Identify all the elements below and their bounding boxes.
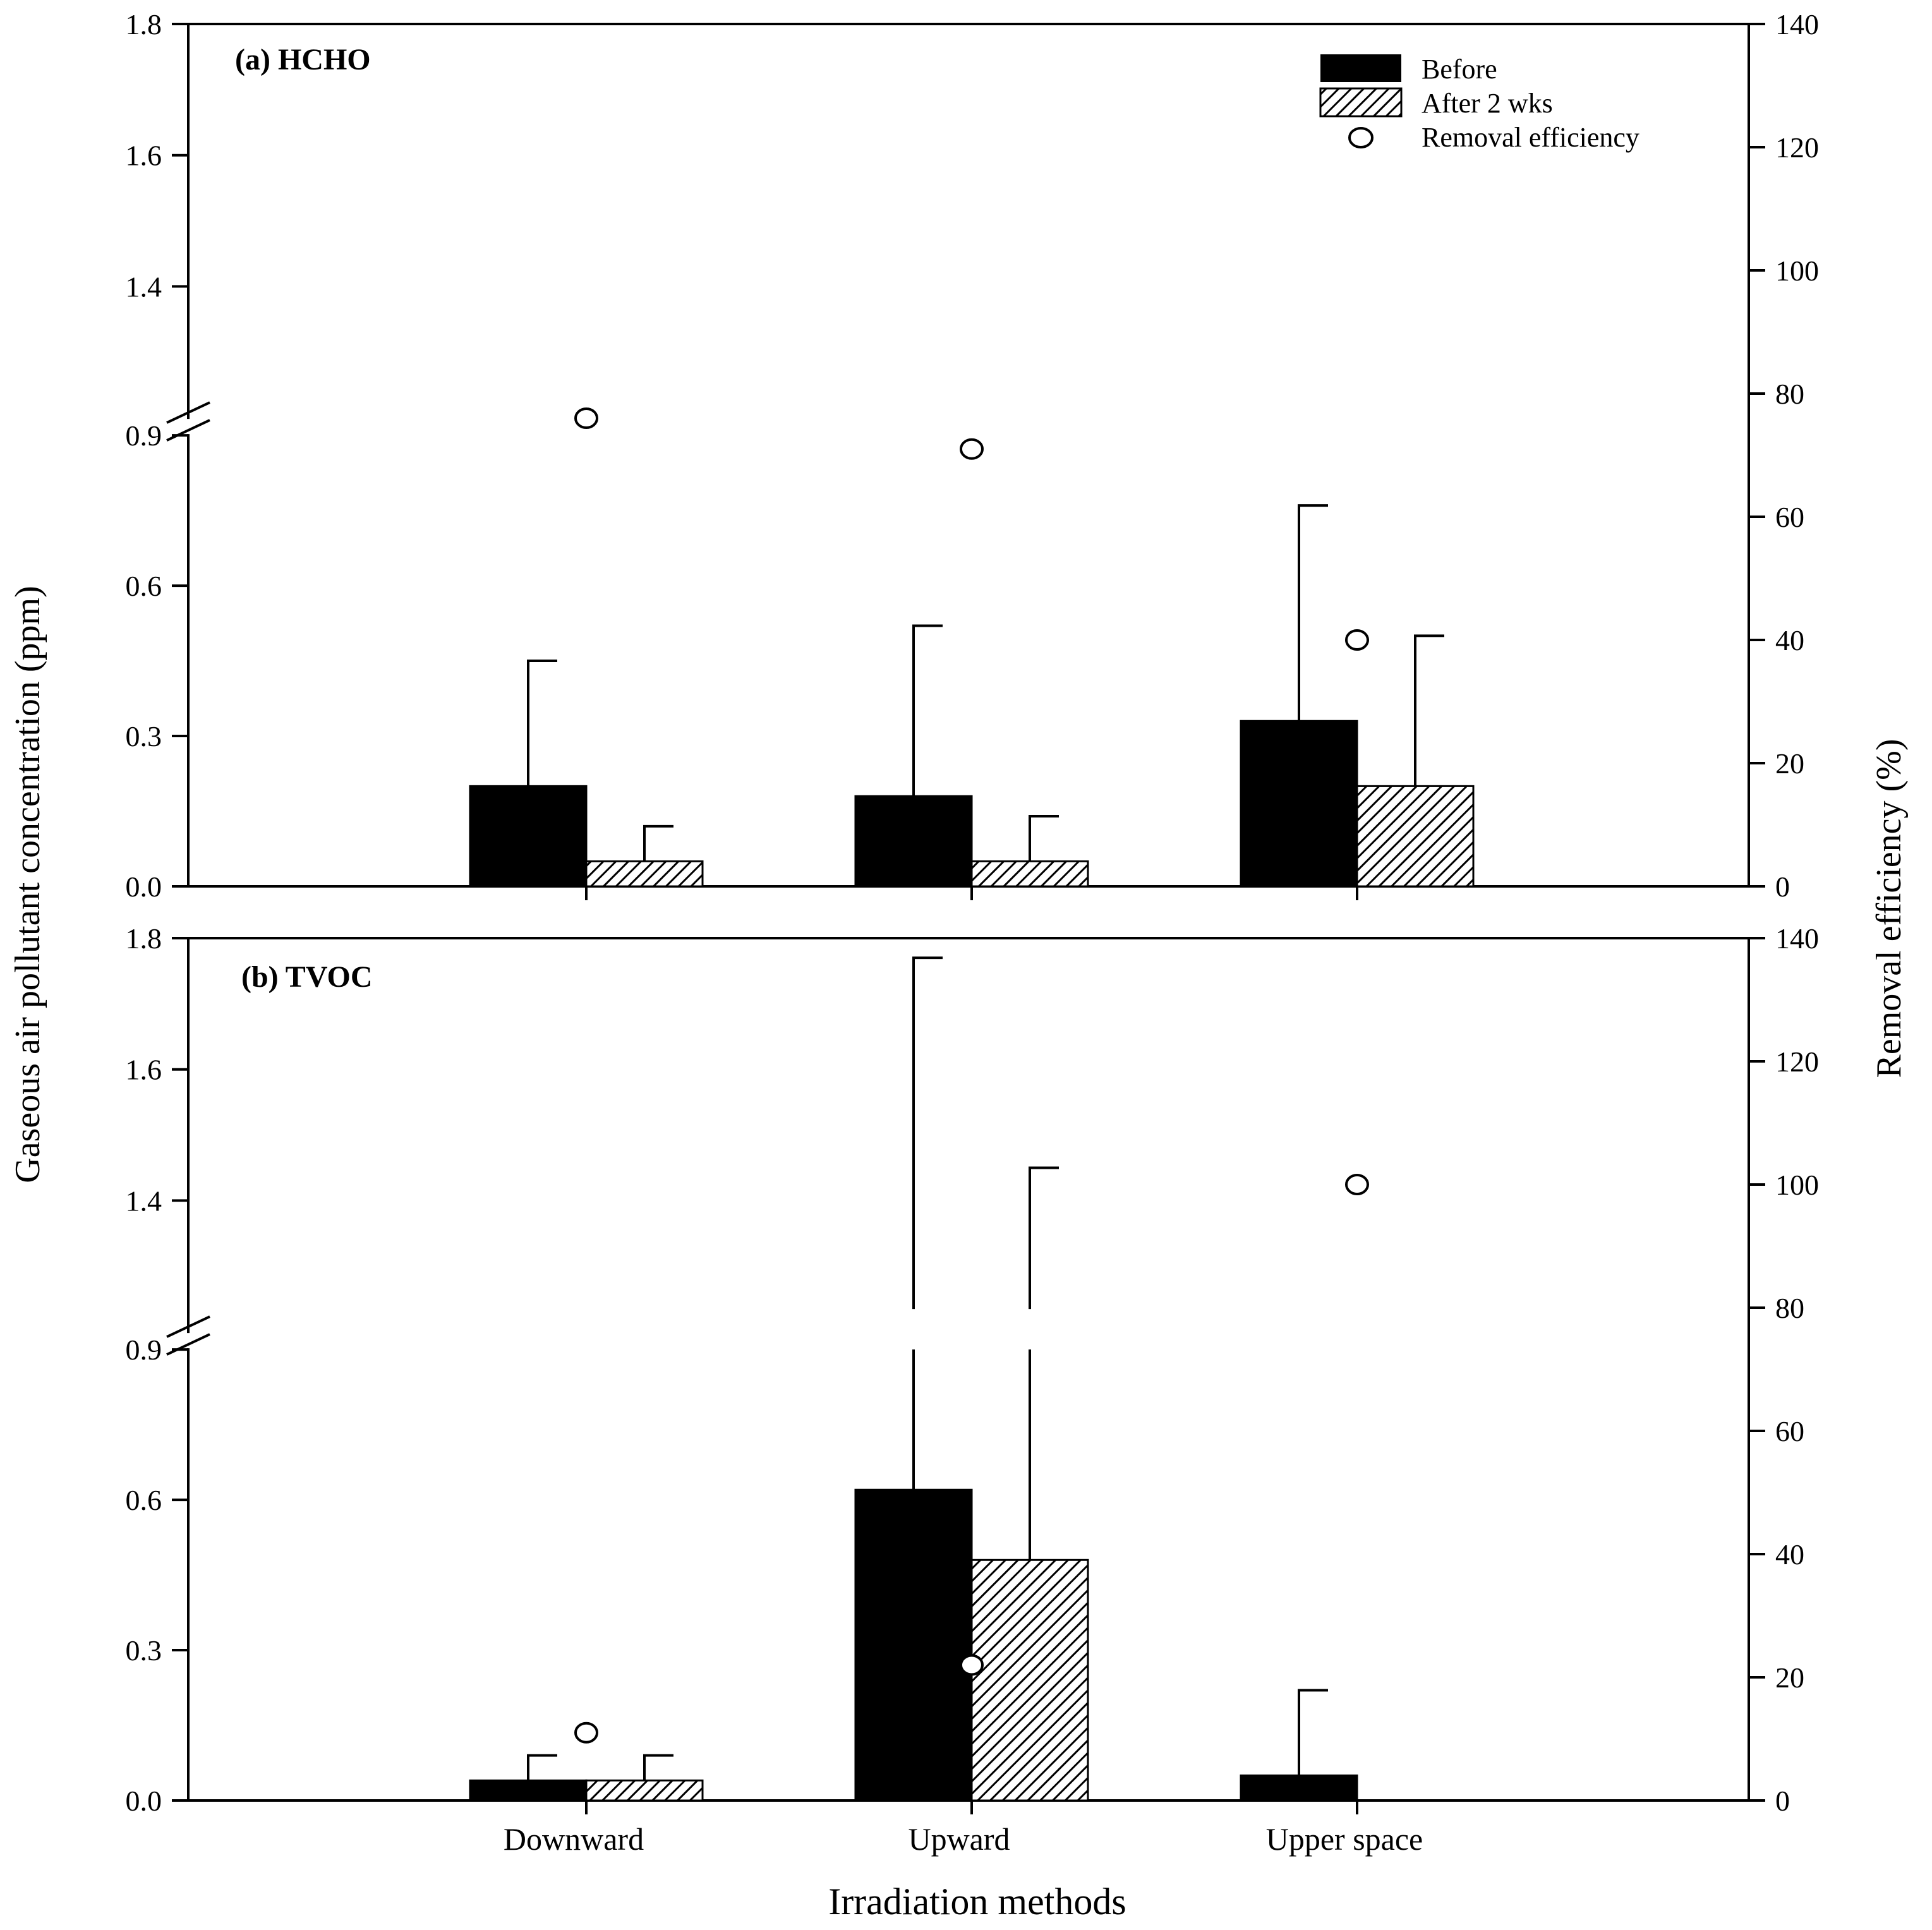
right-axis-title: Removal efficiency (%)	[1869, 739, 1909, 1078]
category-label: Downward	[504, 1821, 644, 1857]
right-tick-label: 140	[1775, 922, 1819, 955]
right-tick-label: 80	[1775, 378, 1804, 410]
right-axis-hcho: 0 20 40 60 80 100 120 140	[1749, 8, 1819, 903]
bar-before	[1240, 1774, 1358, 1802]
right-tick-label: 100	[1775, 255, 1819, 287]
left-tick-label: 0.9	[126, 419, 162, 452]
left-tick-label: 0.3	[126, 720, 162, 752]
left-tick-label: 0.6	[126, 570, 162, 602]
legend-label-before: Before	[1422, 54, 1497, 85]
bar-after	[1356, 785, 1475, 888]
legend-swatch-before	[1320, 54, 1401, 82]
right-tick-label: 120	[1775, 1046, 1819, 1078]
left-tick-label: 1.8	[126, 922, 162, 955]
left-tick-label: 1.6	[126, 140, 162, 172]
axis-break-mark	[166, 401, 210, 424]
bars-tvoc	[469, 956, 1358, 1814]
left-tick-label: 1.6	[126, 1054, 162, 1086]
removal-point	[1345, 629, 1369, 651]
right-tick-label: 140	[1775, 8, 1819, 40]
panel-tvoc: 0.0 0.3 0.6 0.9 1.4 1.6 1.8 0 20 40 60 80 100 120 140…	[126, 922, 1820, 1817]
bar-after	[585, 1779, 704, 1802]
panel-hcho: 0.0 0.3 0.6 0.9 1.4 1.6 1.8 0 20 40 60 80 100 120 140…	[126, 8, 1820, 903]
left-axis-title: Gaseous air pollutant concentration (ppm…	[8, 586, 47, 1183]
axis-break-mark	[166, 1315, 210, 1338]
bar-after	[970, 1559, 1089, 1802]
removal-points-tvoc	[574, 1174, 1369, 1744]
category-labels: Downward Upward Upper space	[504, 1821, 1423, 1857]
legend-swatch-after	[1319, 87, 1403, 118]
axis-break-mark	[166, 1333, 210, 1356]
legend-label-after: After 2 wks	[1422, 88, 1553, 119]
left-tick-label: 1.4	[126, 270, 162, 303]
bar-before	[854, 1488, 973, 1802]
axis-break-mark	[166, 419, 210, 442]
legend: Before After 2 wks Removal efficiency	[1319, 54, 1639, 153]
right-tick-label: 20	[1775, 1662, 1804, 1694]
panel-title-hcho: (a) HCHO	[235, 43, 371, 76]
left-tick-label: 0.6	[126, 1484, 162, 1516]
left-axis-tvoc: 0.0 0.3 0.6 0.9 1.4 1.6 1.8	[126, 922, 210, 1817]
right-tick-label: 80	[1775, 1292, 1804, 1324]
right-axis-tvoc: 0 20 40 60 80 100 120 140	[1749, 922, 1819, 1817]
left-tick-label: 0.0	[126, 871, 162, 903]
category-label: Upward	[908, 1821, 1010, 1857]
bar-before	[469, 785, 588, 888]
legend-label-removal: Removal efficiency	[1422, 122, 1639, 153]
x-axis-title: Irradiation methods	[828, 1881, 1126, 1922]
removal-point	[574, 1722, 598, 1744]
bars-hcho	[469, 504, 1475, 900]
bar-before	[1240, 720, 1358, 888]
bar-after	[585, 860, 704, 888]
right-tick-label: 40	[1775, 624, 1804, 656]
right-tick-label: 60	[1775, 501, 1804, 533]
category-label: Upper space	[1266, 1821, 1423, 1857]
left-tick-label: 0.3	[126, 1634, 162, 1667]
right-tick-label: 20	[1775, 747, 1804, 780]
right-tick-label: 0	[1775, 1785, 1790, 1817]
left-tick-label: 1.8	[126, 8, 162, 40]
left-tick-label: 0.9	[126, 1334, 162, 1366]
legend-marker-removal	[1348, 127, 1374, 148]
right-tick-label: 120	[1775, 131, 1819, 164]
left-axis-hcho: 0.0 0.3 0.6 0.9 1.4 1.6 1.8	[126, 8, 210, 903]
bar-before	[854, 795, 973, 888]
left-tick-label: 1.4	[126, 1185, 162, 1217]
right-tick-label: 100	[1775, 1169, 1819, 1201]
removal-point	[1345, 1174, 1369, 1195]
right-tick-label: 0	[1775, 871, 1790, 903]
bar-after	[970, 860, 1089, 888]
bar-before	[469, 1779, 588, 1802]
removal-point	[960, 438, 984, 460]
removal-points-hcho	[574, 407, 1369, 651]
removal-point	[960, 1654, 984, 1676]
left-tick-label: 0.0	[126, 1785, 162, 1817]
panel-title-tvoc: (b) TVOC	[241, 960, 373, 994]
right-tick-label: 40	[1775, 1538, 1804, 1571]
right-tick-label: 60	[1775, 1415, 1804, 1447]
removal-point	[574, 407, 598, 429]
